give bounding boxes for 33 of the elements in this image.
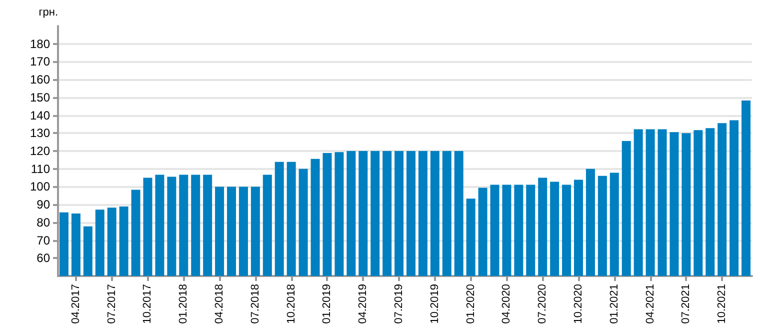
y-tick-label: 130 — [30, 126, 50, 140]
y-tick-label: 150 — [30, 90, 50, 104]
y-tick-label: 90 — [36, 198, 50, 212]
y-tick-label: 80 — [36, 215, 50, 230]
x-tick-label: 04.2018 — [214, 284, 226, 324]
y-tick-label: 60 — [36, 251, 50, 266]
y-tick-label: 110 — [30, 162, 50, 176]
x-tick-label: 10.2017 — [142, 284, 154, 324]
y-tick-label: 140 — [30, 108, 50, 122]
x-tick-label: 04.2021 — [644, 284, 656, 324]
x-tick-label: 10.2018 — [285, 284, 298, 324]
x-tick-label: 01.2019 — [321, 284, 334, 324]
y-tick-label: 100 — [30, 180, 50, 194]
x-tick-label: 04.2020 — [500, 284, 513, 324]
y-tick-label: 120 — [30, 144, 50, 158]
x-tick-label: 10.2021 — [716, 284, 728, 324]
y-tick-label: 70 — [36, 233, 50, 248]
x-tick-label: 01.2020 — [464, 284, 477, 324]
x-tick-label: 10.2019 — [428, 284, 441, 324]
x-tick-label: 01.2021 — [608, 284, 620, 324]
x-tick-label: 07.2018 — [249, 284, 262, 324]
x-tick-label: 07.2017 — [106, 284, 118, 324]
y-tick-label: 160 — [30, 72, 50, 87]
x-tick-label: 10.2020 — [572, 284, 584, 324]
x-tick-label: 07.2019 — [393, 284, 406, 324]
y-axis-title: грн. — [38, 6, 58, 18]
x-tick-label: 07.2021 — [680, 284, 692, 324]
x-tick-label: 07.2020 — [536, 284, 549, 324]
x-tick-label: 04.2019 — [357, 284, 370, 324]
y-tick-label: 180 — [30, 36, 50, 51]
x-tick-label: 01.2018 — [178, 284, 190, 324]
y-tick-label: 170 — [30, 54, 50, 69]
x-tick-label: 04.2017 — [70, 284, 82, 324]
